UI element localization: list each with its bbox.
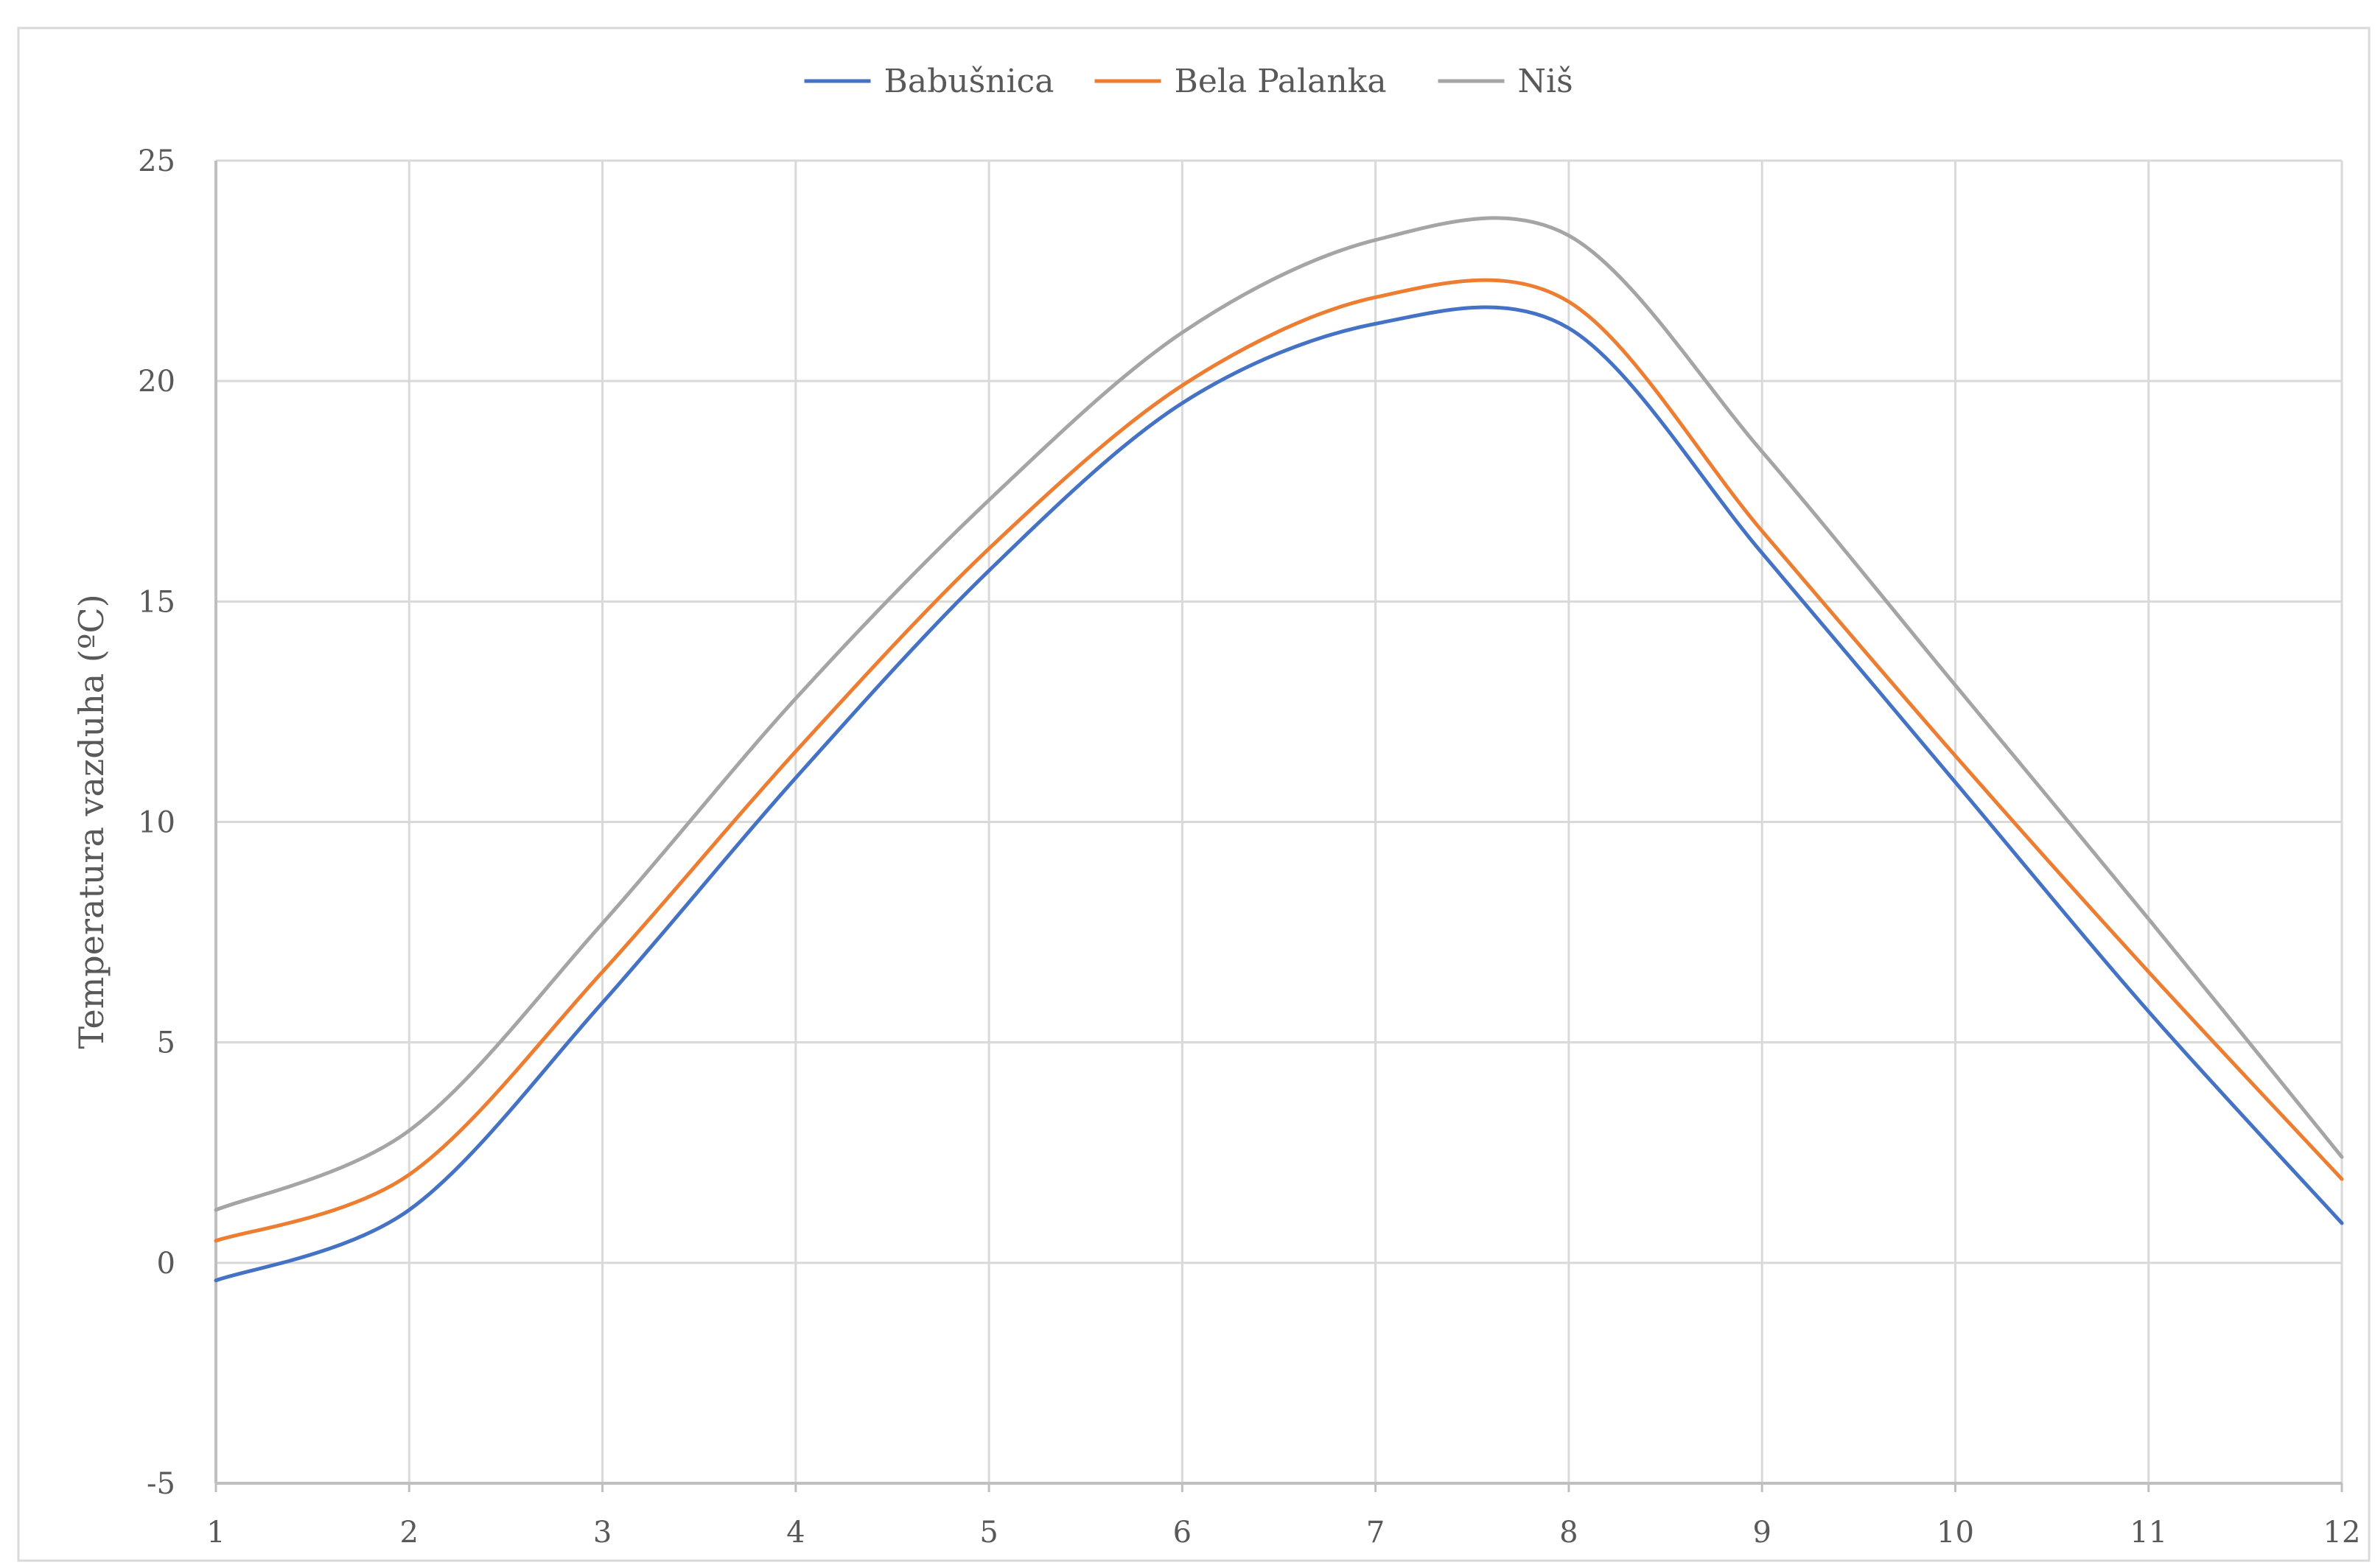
grid-lines (214, 159, 2343, 1485)
y-tick-label: 20 (138, 365, 175, 399)
legend-label: Babušnica (884, 63, 1054, 100)
x-axis-ticks: 1 2 3 4 5 6 7 8 9 10 11 12 (206, 1516, 2360, 1550)
x-tick-label: 5 (979, 1516, 998, 1550)
legend: Babušnica Bela Palanka Niš (804, 63, 1573, 100)
x-tick-label: 6 (1173, 1516, 1192, 1550)
x-tick-label: 7 (1366, 1516, 1385, 1550)
y-tick-label: 25 (138, 144, 175, 178)
y-tick-label: 5 (157, 1026, 175, 1060)
y-tick-label: 0 (157, 1247, 175, 1281)
series-line-babu-nica (214, 305, 2344, 1283)
x-tick-label: 11 (2130, 1516, 2167, 1550)
x-tick-label: 1 (206, 1516, 225, 1550)
series-lines (214, 216, 2344, 1283)
series-line-ni (214, 216, 2344, 1212)
y-axis-ticks: -5 0 5 10 15 20 25 (138, 144, 175, 1501)
series-line-bela-palanka (214, 278, 2344, 1243)
y-tick-label: -5 (147, 1467, 175, 1501)
y-tick-label: 10 (138, 806, 175, 840)
x-tick-label: 9 (1752, 1516, 1771, 1550)
y-tick-label: 15 (138, 585, 175, 619)
legend-label: Bela Palanka (1175, 63, 1387, 100)
chart-border (17, 27, 2371, 1562)
x-tick-label: 12 (2323, 1516, 2361, 1550)
x-tick-label: 3 (593, 1516, 612, 1550)
axes (214, 161, 2343, 1492)
x-tick-label: 8 (1559, 1516, 1578, 1550)
legend-label: Niš (1518, 63, 1573, 100)
x-tick-label: 4 (786, 1516, 805, 1550)
x-tick-label: 2 (400, 1516, 419, 1550)
x-tick-label: 10 (1937, 1516, 1974, 1550)
y-axis-title: Temperatura vazduha (ºC) (71, 594, 111, 1049)
